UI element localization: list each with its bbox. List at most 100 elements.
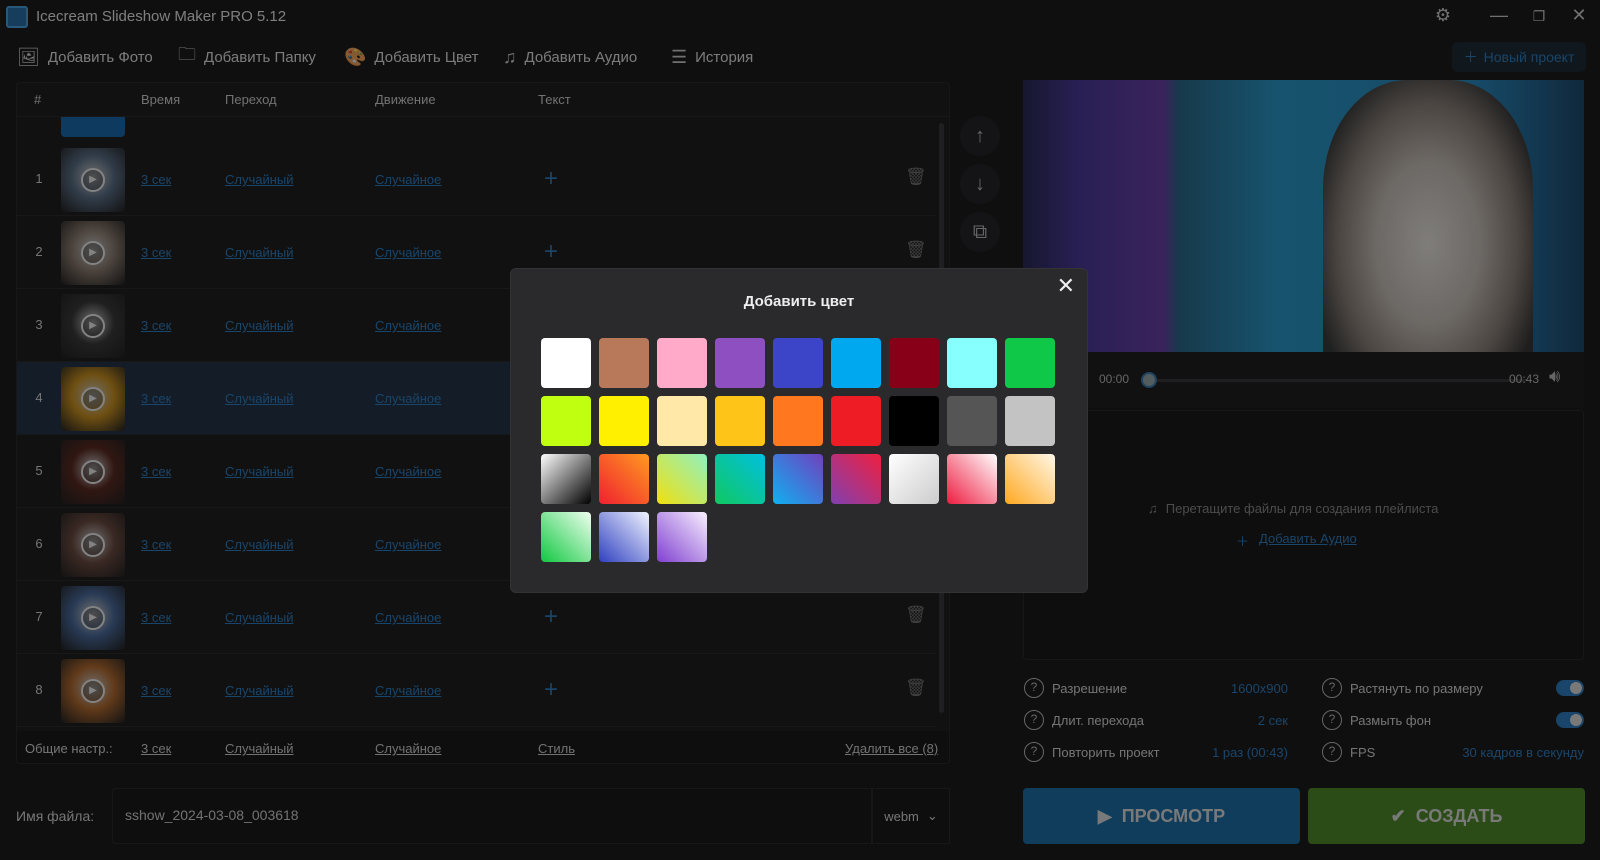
repeat-value[interactable]: 1 раз (00:43) bbox=[1212, 745, 1288, 760]
motion-link[interactable]: Случайное bbox=[375, 318, 442, 333]
trash-icon[interactable]: 🗑︎ bbox=[905, 167, 927, 186]
playlist-dropzone[interactable]: ♫ Перетащите файлы для создания плейлиста… bbox=[1023, 410, 1584, 660]
style-link[interactable]: Стиль bbox=[538, 741, 575, 756]
settings-gear-icon[interactable]: ⚙ bbox=[1434, 5, 1452, 25]
help-icon[interactable]: ? bbox=[1024, 710, 1044, 730]
move-up-button[interactable]: ↑ bbox=[960, 116, 1000, 156]
delete-all-link[interactable]: Удалить все (8) bbox=[845, 741, 939, 756]
play-icon[interactable]: ▶ bbox=[81, 241, 105, 265]
color-swatch[interactable] bbox=[889, 454, 939, 504]
transition-duration-value[interactable]: 2 сек bbox=[1257, 713, 1288, 728]
color-swatch[interactable] bbox=[773, 396, 823, 446]
transition-link[interactable]: Случайный bbox=[225, 172, 294, 187]
transition-link[interactable]: Случайный bbox=[225, 391, 294, 406]
motion-link[interactable]: Случайное bbox=[375, 245, 442, 260]
color-swatch[interactable] bbox=[889, 396, 939, 446]
resolution-value[interactable]: 1600x900 bbox=[1230, 681, 1288, 696]
help-icon[interactable]: ? bbox=[1322, 710, 1342, 730]
history-button[interactable]: ☰ История bbox=[671, 46, 753, 68]
add-color-button[interactable]: 🎨 Добавить Цвет bbox=[344, 46, 479, 68]
table-row[interactable]: 1 ▶ 3 сек Случайный Случайное + 🗑︎ bbox=[17, 143, 935, 216]
general-transition-link[interactable]: Случайный bbox=[225, 741, 294, 756]
new-project-button[interactable]: ＋ Новый проект bbox=[1452, 42, 1586, 72]
color-swatch[interactable] bbox=[657, 338, 707, 388]
color-swatch[interactable] bbox=[773, 454, 823, 504]
slide-thumbnail[interactable]: ▶ bbox=[61, 659, 125, 723]
trash-icon[interactable]: 🗑︎ bbox=[905, 240, 927, 259]
add-text-icon[interactable]: + bbox=[544, 676, 559, 703]
help-icon[interactable]: ? bbox=[1024, 742, 1044, 762]
filename-input[interactable]: sshow_2024-03-08_003618 bbox=[112, 788, 872, 844]
volume-icon[interactable]: 🔊︎ bbox=[1549, 366, 1561, 386]
slide-thumbnail[interactable]: ▶ bbox=[61, 221, 125, 285]
play-icon[interactable]: ▶ bbox=[81, 679, 105, 703]
add-folder-button[interactable]: 🗀 Добавить Папку bbox=[178, 44, 316, 68]
play-icon[interactable]: ▶ bbox=[81, 387, 105, 411]
color-swatch[interactable] bbox=[947, 338, 997, 388]
color-swatch[interactable] bbox=[831, 396, 881, 446]
color-swatch[interactable] bbox=[831, 454, 881, 504]
play-icon[interactable]: ▶ bbox=[81, 460, 105, 484]
color-swatch[interactable] bbox=[599, 396, 649, 446]
minimize-button[interactable]: — bbox=[1490, 5, 1508, 25]
time-link[interactable]: 3 сек bbox=[141, 391, 172, 406]
color-swatch[interactable] bbox=[541, 338, 591, 388]
help-icon[interactable]: ? bbox=[1024, 678, 1044, 698]
color-swatch[interactable] bbox=[1005, 338, 1055, 388]
slide-thumbnail[interactable]: ▶ bbox=[61, 586, 125, 650]
color-swatch[interactable] bbox=[599, 512, 649, 562]
time-link[interactable]: 3 сек bbox=[141, 610, 172, 625]
color-swatch[interactable] bbox=[831, 338, 881, 388]
add-text-icon[interactable]: + bbox=[544, 165, 559, 192]
color-swatch[interactable] bbox=[889, 338, 939, 388]
close-window-button[interactable]: ✕ bbox=[1571, 5, 1587, 25]
playlist-add-audio-link[interactable]: Добавить Аудио bbox=[1259, 531, 1357, 546]
slide-thumbnail[interactable]: ▶ bbox=[61, 367, 125, 431]
color-swatch[interactable] bbox=[657, 454, 707, 504]
transition-link[interactable]: Случайный bbox=[225, 683, 294, 698]
format-select[interactable]: webm ⌄ bbox=[872, 788, 950, 844]
color-swatch[interactable] bbox=[715, 396, 765, 446]
general-time-link[interactable]: 3 сек bbox=[141, 741, 172, 756]
add-text-icon[interactable]: + bbox=[544, 603, 559, 630]
slide-thumbnail[interactable]: ▶ bbox=[61, 513, 125, 577]
motion-link[interactable]: Случайное bbox=[375, 537, 442, 552]
transition-link[interactable]: Случайный bbox=[225, 318, 294, 333]
table-row[interactable]: 7 ▶ 3 сек Случайный Случайное + 🗑︎ bbox=[17, 581, 935, 654]
color-swatch[interactable] bbox=[1005, 454, 1055, 504]
help-icon[interactable]: ? bbox=[1322, 678, 1342, 698]
color-swatch[interactable] bbox=[599, 338, 649, 388]
motion-link[interactable]: Случайное bbox=[375, 610, 442, 625]
color-swatch[interactable] bbox=[541, 512, 591, 562]
add-text-icon[interactable]: + bbox=[544, 238, 559, 265]
add-audio-button[interactable]: ♫ Добавить Аудио bbox=[503, 46, 637, 68]
table-row[interactable]: 2 ▶ 3 сек Случайный Случайное + 🗑︎ bbox=[17, 216, 935, 289]
blur-toggle[interactable] bbox=[1556, 712, 1584, 728]
restore-button[interactable]: ❐ bbox=[1532, 8, 1546, 24]
transition-link[interactable]: Случайный bbox=[225, 464, 294, 479]
color-swatch[interactable] bbox=[1005, 396, 1055, 446]
seek-knob[interactable] bbox=[1141, 372, 1157, 388]
color-swatch[interactable] bbox=[947, 454, 997, 504]
color-swatch[interactable] bbox=[541, 396, 591, 446]
color-swatch[interactable] bbox=[657, 512, 707, 562]
slide-thumbnail[interactable]: ▶ bbox=[61, 440, 125, 504]
trash-icon[interactable]: 🗑︎ bbox=[905, 605, 927, 624]
motion-link[interactable]: Случайное bbox=[375, 464, 442, 479]
play-icon[interactable]: ▶ bbox=[81, 314, 105, 338]
color-swatch[interactable] bbox=[599, 454, 649, 504]
transition-link[interactable]: Случайный bbox=[225, 610, 294, 625]
close-icon[interactable]: ✕ bbox=[1056, 273, 1075, 298]
trash-icon[interactable]: 🗑︎ bbox=[905, 678, 927, 697]
motion-link[interactable]: Случайное bbox=[375, 683, 442, 698]
time-link[interactable]: 3 сек bbox=[141, 537, 172, 552]
color-swatch[interactable] bbox=[715, 454, 765, 504]
transition-link[interactable]: Случайный bbox=[225, 537, 294, 552]
play-icon[interactable]: ▶ bbox=[81, 533, 105, 557]
motion-link[interactable]: Случайное bbox=[375, 172, 442, 187]
time-link[interactable]: 3 сек bbox=[141, 245, 172, 260]
play-icon[interactable]: ▶ bbox=[81, 168, 105, 192]
color-swatch[interactable] bbox=[541, 454, 591, 504]
slide-thumbnail[interactable]: ▶ bbox=[61, 294, 125, 358]
duplicate-button[interactable]: ⧉ bbox=[960, 212, 1000, 252]
